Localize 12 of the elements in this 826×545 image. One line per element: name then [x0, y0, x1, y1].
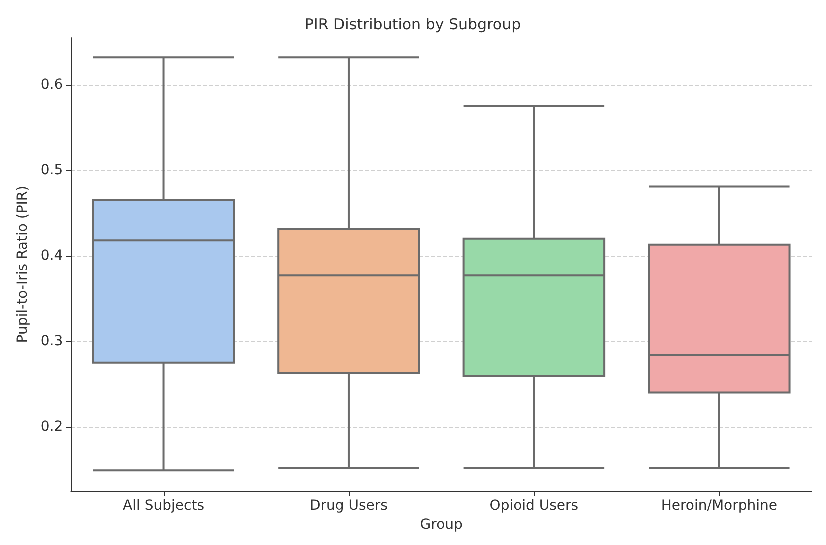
x-tick-label: Drug Users: [310, 498, 388, 514]
y-tick-label: 0.2: [40, 418, 64, 435]
x-tick-label: Heroin/Morphine: [661, 498, 778, 514]
y-tick-label: 0.3: [40, 333, 64, 350]
chart-title: PIR Distribution by Subgroup: [304, 16, 522, 34]
x-tick-label: All Subjects: [123, 498, 204, 514]
x-axis-title: Group: [420, 517, 464, 533]
x-tick-label: Opioid Users: [490, 498, 579, 514]
y-tick-label: 0.5: [40, 162, 64, 179]
y-axis-title: Pupil-to-Iris Ratio (PIR): [15, 186, 31, 344]
y-tick-label: 0.6: [40, 77, 64, 94]
y-tick-label: 0.4: [40, 248, 64, 264]
